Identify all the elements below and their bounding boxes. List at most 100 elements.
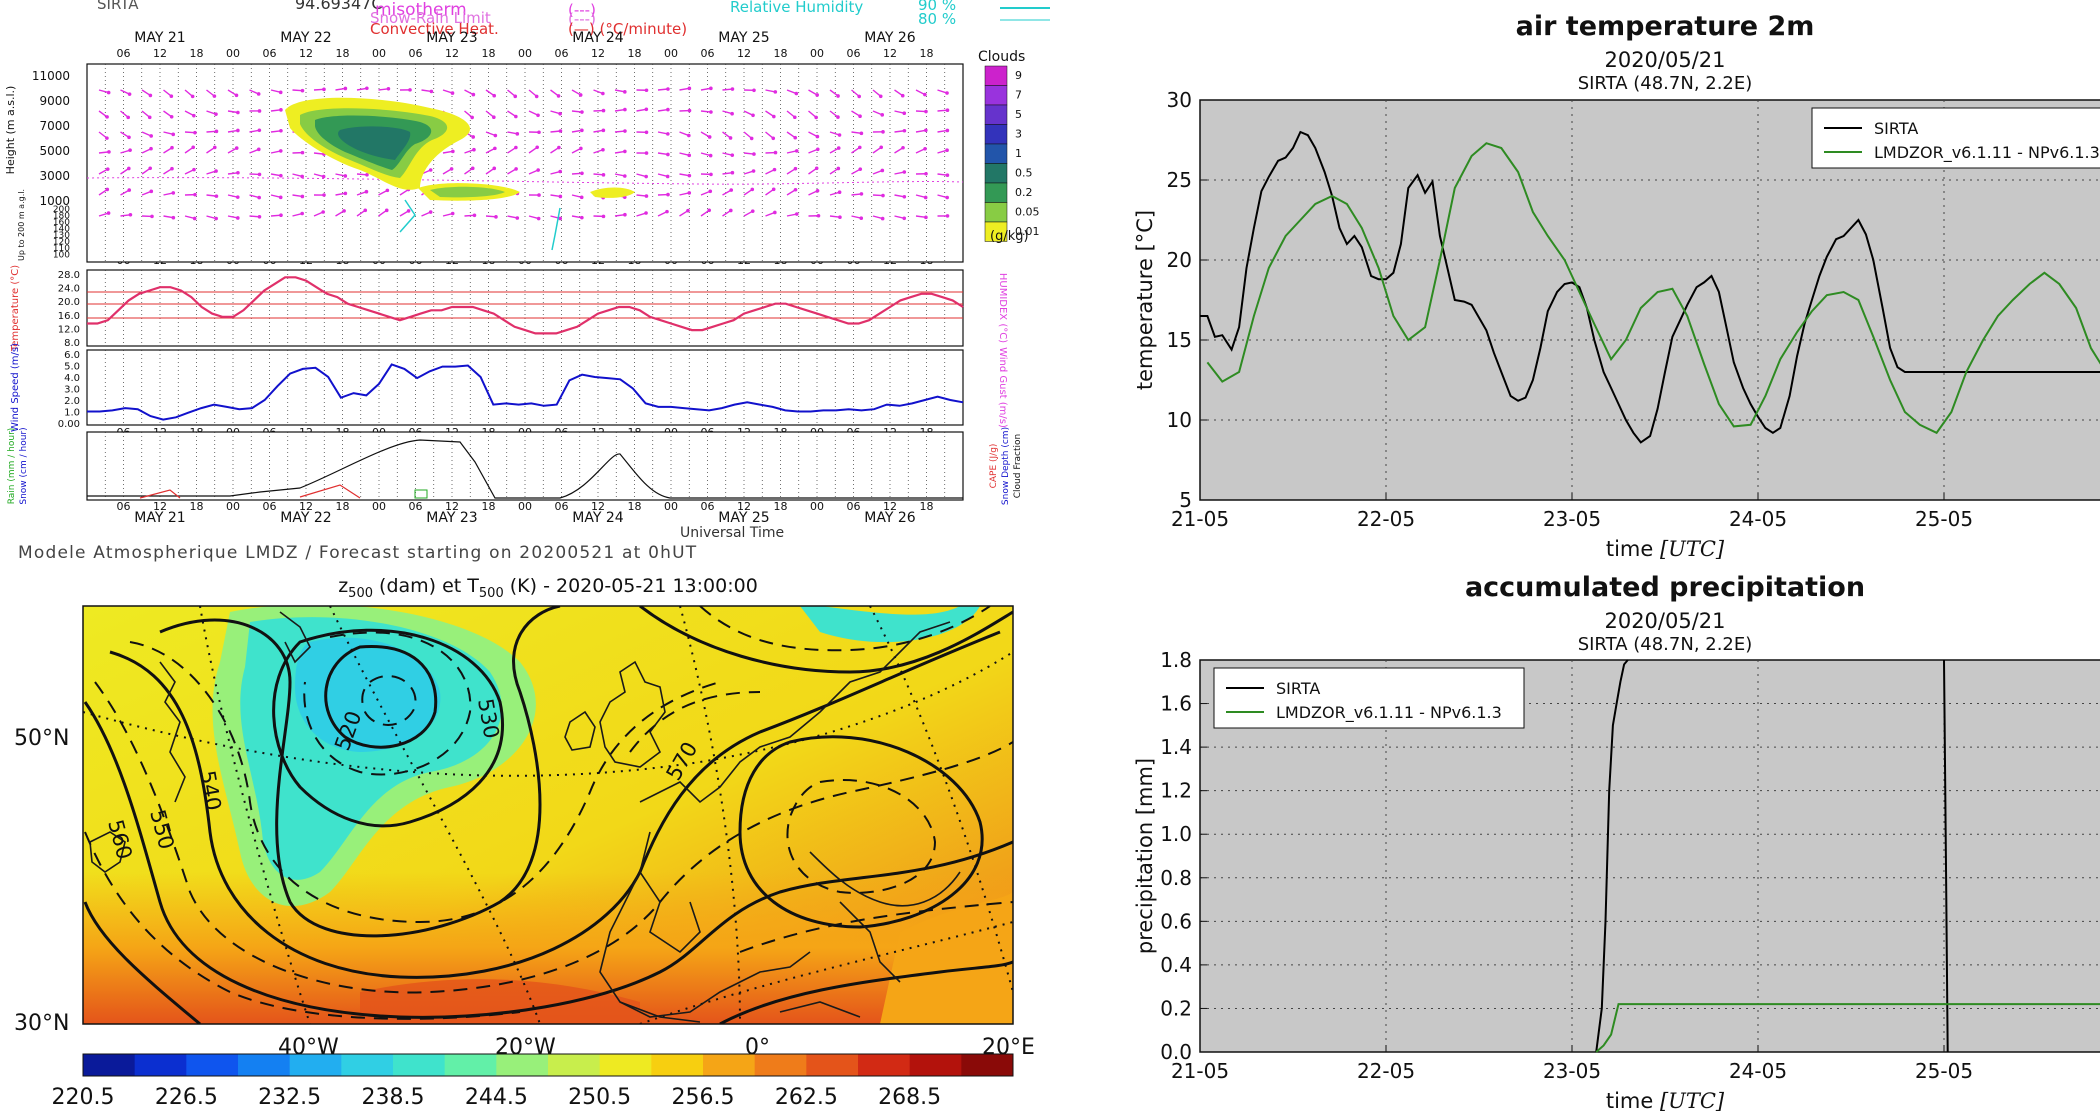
height-tick: 120 xyxy=(53,238,70,248)
wind-arrow-head xyxy=(384,208,389,213)
hour-label: 00 xyxy=(810,500,824,513)
map-cold-core xyxy=(295,637,441,752)
wind-arrow-head xyxy=(601,173,606,177)
chart-subtitle: 2020/05/21 xyxy=(1604,48,1725,72)
series-line-0 xyxy=(1595,659,1629,1053)
humidex-axis-label: HUMIDEX (°C) xyxy=(997,273,1008,343)
hour-label: 18 xyxy=(190,47,204,60)
colorbar-frame xyxy=(82,1053,1014,1077)
wind-arrow-head xyxy=(171,132,176,137)
wind-arrow-head xyxy=(945,148,949,153)
hour-label: 00 xyxy=(664,47,678,60)
wind-arrow-head xyxy=(686,208,690,213)
temp-contour-4 xyxy=(94,681,1013,994)
wind-arrow-head xyxy=(343,191,348,196)
wind-arrow-head xyxy=(814,166,819,171)
colorbar-swatch xyxy=(134,1054,187,1076)
contour-570-closed xyxy=(738,735,984,929)
wind-arrow-head xyxy=(707,135,712,139)
hour-label: 12 xyxy=(883,47,897,60)
wind-arrow-head xyxy=(450,91,455,95)
wind-arrow-head xyxy=(192,167,196,172)
wind-arrow-head xyxy=(580,215,584,220)
colorbar-swatch xyxy=(289,1054,342,1076)
wind-arrow-head xyxy=(235,195,240,199)
colorbar-swatch xyxy=(599,1054,652,1076)
colorbar-tick-label: 262.5 xyxy=(775,1085,838,1110)
temp-axis-label: Temperature (°C) xyxy=(10,265,21,352)
hour-label: 00 xyxy=(372,47,386,60)
cloud-legend-swatch xyxy=(984,65,1008,86)
legend-convective-label: Convective Heat. xyxy=(370,20,499,38)
hour-label: 06 xyxy=(263,500,277,513)
wind-arrow-head xyxy=(343,174,348,178)
y-tick-label: 30 xyxy=(1167,88,1192,112)
x-axis-label: time [UTC] xyxy=(1606,537,1725,561)
wind-arrow-head xyxy=(149,146,153,151)
wind-arrow-head xyxy=(127,166,131,171)
coast-ireland xyxy=(564,710,596,751)
height-tick: 140 xyxy=(53,225,70,235)
cloud-legend-label: 1 xyxy=(1015,147,1022,160)
snow-bar xyxy=(414,489,428,499)
wind-arrow-head xyxy=(749,136,754,141)
wind-arrow-head xyxy=(514,114,518,119)
colorbar-swatch xyxy=(496,1054,549,1076)
height-tick: 3000 xyxy=(39,169,70,183)
day-label: MAY 23 xyxy=(426,30,477,46)
legend-rh-80: 80 % xyxy=(918,10,956,28)
wind-arrow-head xyxy=(257,172,262,177)
wind-arrow-head xyxy=(534,94,539,99)
wind-arrow-head xyxy=(878,94,883,99)
x-tick-label: 24-05 xyxy=(1729,507,1787,531)
day-label: MAY 22 xyxy=(280,510,331,526)
precipitation-chart: accumulated precipitation2020/05/21SIRTA… xyxy=(1133,572,2100,1113)
temp-tick: 20.0 xyxy=(58,297,80,308)
meteogram-panel-rain xyxy=(86,431,964,501)
wind-arrow-head xyxy=(537,130,541,135)
wind-arrow-head xyxy=(814,115,818,120)
x-tick-label: 24-05 xyxy=(1729,1059,1787,1083)
wind-arrow-head xyxy=(191,145,196,150)
coast-europe xyxy=(599,621,961,1018)
wind-arrow-head xyxy=(751,113,755,118)
legend-box xyxy=(1213,667,1525,729)
wind-arrow-head xyxy=(836,94,840,98)
wind-arrow-head xyxy=(578,93,583,97)
wind-arrow-head xyxy=(644,88,649,93)
wind-arrow-head xyxy=(428,210,433,214)
wind-arrow-head xyxy=(857,94,861,99)
colorbar-swatch xyxy=(703,1054,756,1076)
wind-arrow-head xyxy=(494,215,498,219)
wind-arrow-head xyxy=(365,86,369,91)
day-label: MAY 22 xyxy=(280,30,331,46)
meteogram-panel-wind xyxy=(86,349,964,426)
wind-arrow-head xyxy=(858,167,863,171)
y-tick-label: 15 xyxy=(1167,328,1192,352)
wind-arrow-head xyxy=(923,92,927,97)
wind-arrow-head xyxy=(558,169,562,174)
map-warm-east xyxy=(880,892,1013,1024)
hour-label: 18 xyxy=(482,500,496,513)
wind-arrow-head xyxy=(836,166,841,171)
wind-arrow-head xyxy=(170,145,174,150)
wind-arrow-head xyxy=(257,128,262,133)
day-label: MAY 21 xyxy=(134,510,185,526)
wind-arrow-head xyxy=(644,130,649,135)
wind-arrow-head xyxy=(192,216,197,221)
hour-label: 06 xyxy=(117,500,131,513)
cloud-low-east xyxy=(590,187,635,198)
lat-label-50n: 50°N xyxy=(14,726,69,751)
temp-contour-1 xyxy=(361,675,417,726)
hour-label: 18 xyxy=(920,500,934,513)
wind-arrow-head xyxy=(537,193,541,197)
graticule-20e xyxy=(869,606,1013,993)
wind-arrow-head xyxy=(729,188,734,192)
height-axis-sub: Up to 200 m a.g.l. xyxy=(17,189,26,261)
wind-arrow-head xyxy=(148,93,153,98)
wind-arrow-head xyxy=(470,166,475,171)
wind-arrow-head xyxy=(105,187,110,192)
wind-arrow-head xyxy=(515,216,520,220)
wind-tick: 3.0 xyxy=(64,385,80,396)
